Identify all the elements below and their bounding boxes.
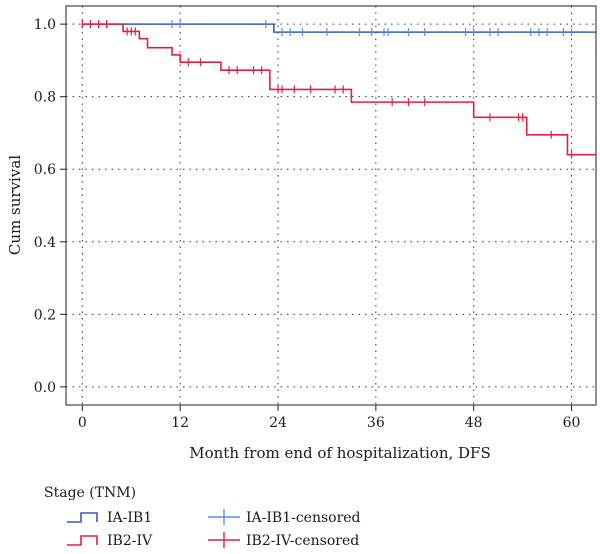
plot-frame xyxy=(65,5,597,406)
survival-curve-ib2-iv xyxy=(82,23,596,156)
legend-label-ib2-iv: IB2-IV xyxy=(107,533,153,549)
legend-title: Stage (TNM) xyxy=(44,485,136,501)
y-tick-label: 1.0 xyxy=(34,17,56,33)
axis-layer: 0 12 24 36 48 60 0.0 0.2 0.4 0.6 0.8 1.0 xyxy=(34,17,581,431)
series-layer xyxy=(81,20,596,159)
x-axis-title: Month from end of hospitalization, DFS xyxy=(189,444,490,462)
x-tick-label: 48 xyxy=(465,415,483,431)
x-tick-label: 0 xyxy=(78,415,87,431)
legend: Stage (TNM) IA-IB1IB2-IVIA-IB1-censoredI… xyxy=(44,485,361,549)
x-tick-label: 12 xyxy=(171,415,189,431)
y-tick-label: 0.2 xyxy=(34,307,56,323)
y-tick-label: 0.4 xyxy=(34,235,56,251)
legend-label-ib2-iv-censored: IB2-IV-censored xyxy=(246,533,359,549)
legend-swatch-ia-ib1 xyxy=(67,512,98,523)
x-tick-label: 60 xyxy=(563,415,581,431)
y-tick-label: 0.8 xyxy=(34,90,56,106)
grid-layer xyxy=(66,6,596,405)
legend-items: IA-IB1 IB2-IV IA-IB1-censored IB2-IV-censor… xyxy=(67,509,361,549)
x-tick-label: 24 xyxy=(269,415,287,431)
x-tick-label: 36 xyxy=(367,415,385,431)
legend-label-ia-ib1: IA-IB1 xyxy=(107,510,152,526)
y-axis-title: Cum survival xyxy=(6,155,24,255)
survival-curve-ia-ib1 xyxy=(82,23,596,33)
legend-label-ia-ib1-censored: IA-IB1-censored xyxy=(246,510,361,526)
legend-swatch-ib2-iv xyxy=(67,535,98,546)
y-tick-label: 0.0 xyxy=(34,380,56,396)
y-tick-label: 0.6 xyxy=(34,162,56,178)
